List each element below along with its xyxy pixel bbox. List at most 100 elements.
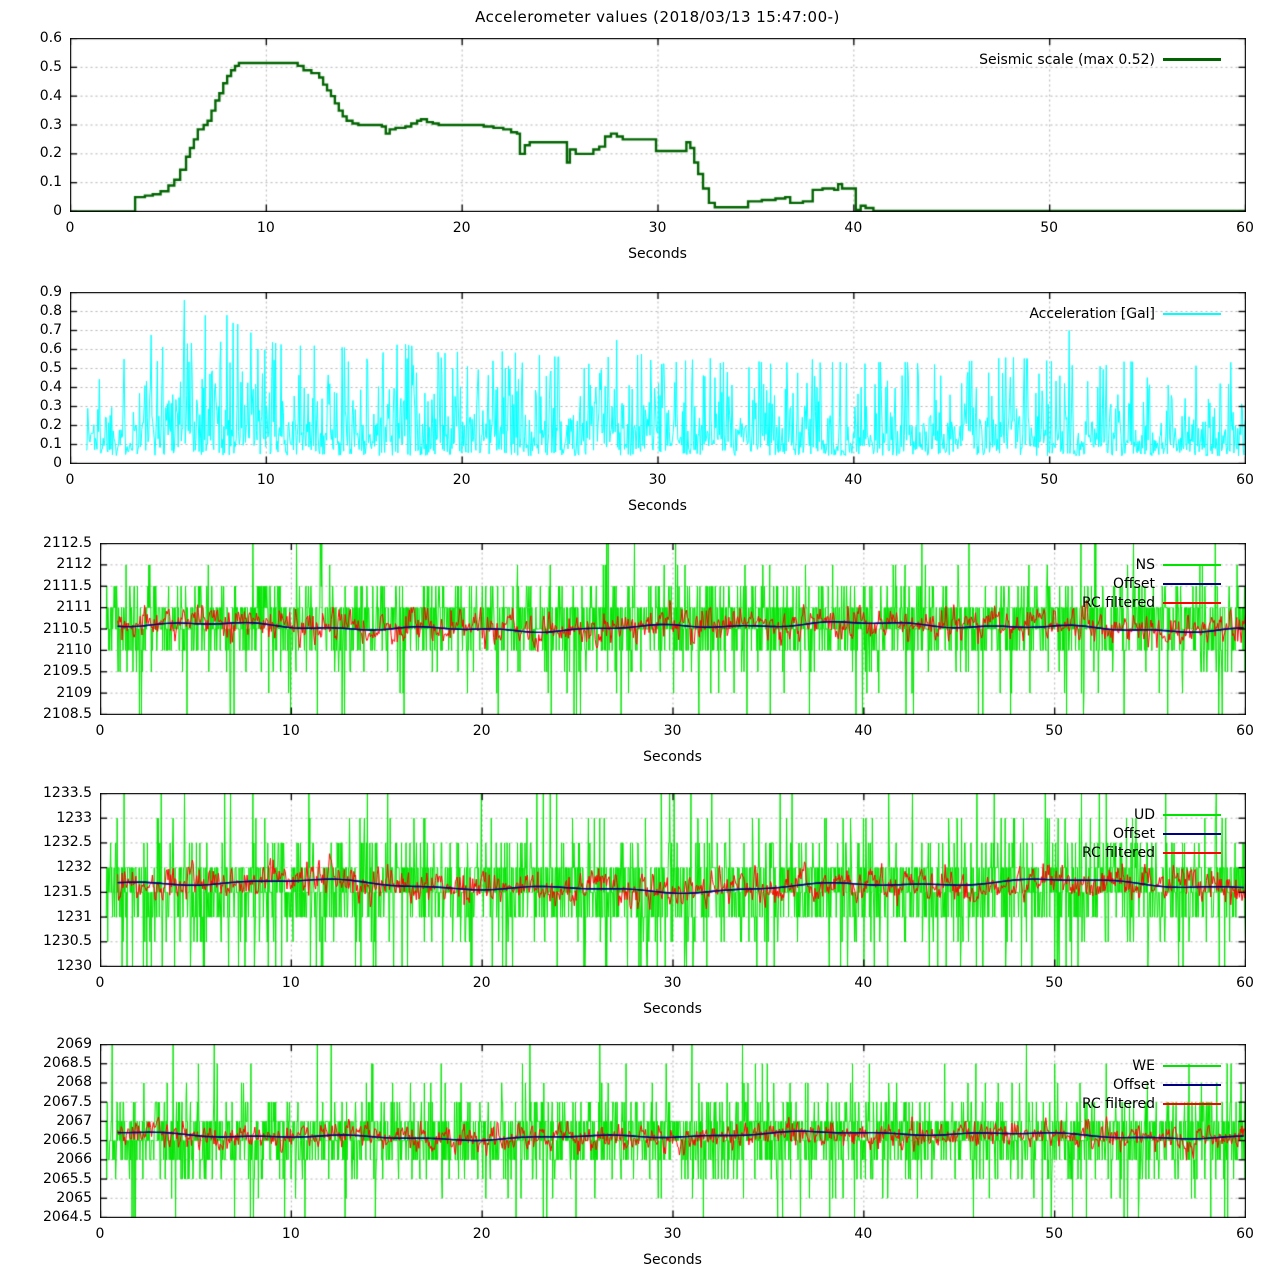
plot-canvas-ns-channel xyxy=(100,543,1246,715)
x-tick-label: 60 xyxy=(1236,723,1254,739)
y-tick-label: 0 xyxy=(53,203,62,219)
y-tick-label: 1233.5 xyxy=(43,785,92,801)
figure-title: Accelerometer values (2018/03/13 15:47:0… xyxy=(475,8,840,26)
x-axis-label: Seconds xyxy=(643,1001,702,1017)
y-tick-label: 2067 xyxy=(56,1112,92,1129)
x-tick-label: 0 xyxy=(95,975,105,991)
y-tick-label: 2066.5 xyxy=(43,1132,92,1149)
x-tick-label: 40 xyxy=(844,220,863,236)
y-tick-label: 2108.5 xyxy=(43,706,92,722)
x-tick-label: 10 xyxy=(256,220,275,236)
y-tick-label: 1232.5 xyxy=(43,834,92,851)
x-tick-label: 30 xyxy=(648,220,667,236)
legend-label-we-channel-0: WE xyxy=(1132,1058,1155,1074)
x-tick-label: 20 xyxy=(452,220,471,236)
y-tick-label: 2111 xyxy=(56,599,92,616)
legend-line-sample xyxy=(1163,852,1221,854)
y-tick-label: 2110 xyxy=(56,641,92,658)
plot-canvas-we-channel xyxy=(100,1044,1246,1218)
y-tick-label: 0.1 xyxy=(39,436,62,452)
legend-label-we-channel-2: RC filtered xyxy=(1081,1096,1155,1112)
y-tick-label: 0.2 xyxy=(39,145,62,162)
x-tick-label: 50 xyxy=(1040,472,1059,488)
x-tick-label: 20 xyxy=(472,723,491,739)
x-tick-label: 10 xyxy=(281,975,300,991)
y-tick-label: 2068.5 xyxy=(43,1055,92,1072)
y-tick-label: 2064.5 xyxy=(43,1209,92,1225)
y-tick-label: 0.5 xyxy=(39,58,62,75)
legend-label-seismic-scale-0: Seismic scale (max 0.52) xyxy=(979,52,1155,68)
x-tick-label: 30 xyxy=(663,723,682,739)
y-tick-label: 0.3 xyxy=(39,116,62,133)
plot-canvas-seismic-scale xyxy=(70,38,1246,212)
x-axis-label: Seconds xyxy=(628,246,687,262)
y-tick-label: 2065 xyxy=(56,1189,92,1206)
x-tick-label: 30 xyxy=(663,975,682,991)
y-tick-label: 2065.5 xyxy=(43,1170,92,1187)
x-tick-label: 0 xyxy=(65,472,75,488)
y-tick-label: 0.9 xyxy=(39,284,62,300)
x-tick-label: 40 xyxy=(854,723,873,739)
legend-line-sample xyxy=(1163,833,1221,835)
y-tick-label: 2109.5 xyxy=(43,663,92,680)
legend-line-sample xyxy=(1163,814,1221,816)
y-tick-label: 1230 xyxy=(56,958,92,974)
y-tick-label: 1231 xyxy=(56,908,92,925)
y-tick-label: 0.1 xyxy=(39,174,62,191)
y-tick-label: 0.7 xyxy=(39,322,62,338)
legend-label-acceleration-0: Acceleration [Gal] xyxy=(1029,306,1155,322)
x-tick-label: 0 xyxy=(65,220,75,236)
y-tick-label: 2068 xyxy=(56,1074,92,1091)
x-tick-label: 40 xyxy=(854,1226,873,1242)
legend-line-sample xyxy=(1163,313,1221,315)
x-axis-label: Seconds xyxy=(628,498,687,514)
legend-line-sample xyxy=(1163,602,1221,604)
x-tick-label: 10 xyxy=(281,1226,300,1242)
y-tick-label: 2112 xyxy=(56,556,92,573)
legend-line-sample xyxy=(1163,1103,1221,1105)
y-tick-label: 0.3 xyxy=(39,398,62,414)
x-tick-label: 40 xyxy=(854,975,873,991)
x-tick-label: 50 xyxy=(1045,1226,1064,1242)
x-tick-label: 20 xyxy=(472,1226,491,1242)
legend-label-ns-channel-2: RC filtered xyxy=(1081,595,1155,611)
y-tick-label: 1231.5 xyxy=(43,883,92,900)
x-tick-label: 60 xyxy=(1236,975,1254,991)
y-tick-label: 0.6 xyxy=(39,30,62,46)
y-tick-label: 0.6 xyxy=(39,341,62,357)
x-tick-label: 20 xyxy=(452,472,471,488)
legend-label-ns-channel-1: Offset xyxy=(1112,576,1155,592)
legend-line-sample xyxy=(1163,1065,1221,1067)
x-tick-label: 60 xyxy=(1236,1226,1254,1242)
legend-line-sample xyxy=(1163,583,1221,585)
x-tick-label: 30 xyxy=(648,472,667,488)
y-tick-label: 1233 xyxy=(56,809,92,826)
y-tick-label: 2111.5 xyxy=(43,577,92,594)
y-tick-label: 2109 xyxy=(56,684,92,701)
legend-label-we-channel-1: Offset xyxy=(1112,1077,1155,1093)
y-tick-label: 0.4 xyxy=(39,379,62,395)
legend-line-sample xyxy=(1163,58,1221,61)
y-tick-label: 2069 xyxy=(56,1036,92,1052)
x-tick-label: 10 xyxy=(256,472,275,488)
y-tick-label: 1230.5 xyxy=(43,933,92,950)
legend-label-ud-channel-0: UD xyxy=(1133,807,1155,823)
x-tick-label: 60 xyxy=(1236,220,1254,236)
x-tick-label: 20 xyxy=(472,975,491,991)
legend-label-ns-channel-0: NS xyxy=(1135,557,1155,573)
plot-canvas-acceleration xyxy=(70,292,1246,464)
legend-label-ud-channel-1: Offset xyxy=(1112,826,1155,842)
x-axis-label: Seconds xyxy=(643,749,702,765)
y-tick-label: 2066 xyxy=(56,1151,92,1168)
y-tick-label: 0.2 xyxy=(39,417,62,433)
x-tick-label: 50 xyxy=(1045,723,1064,739)
y-tick-label: 1232 xyxy=(56,859,92,876)
plot-canvas-ud-channel xyxy=(100,793,1246,967)
x-tick-label: 10 xyxy=(281,723,300,739)
y-tick-label: 2067.5 xyxy=(43,1093,92,1110)
y-tick-label: 2112.5 xyxy=(43,535,92,551)
x-axis-label: Seconds xyxy=(643,1252,702,1268)
legend-line-sample xyxy=(1163,1084,1221,1086)
x-tick-label: 30 xyxy=(663,1226,682,1242)
